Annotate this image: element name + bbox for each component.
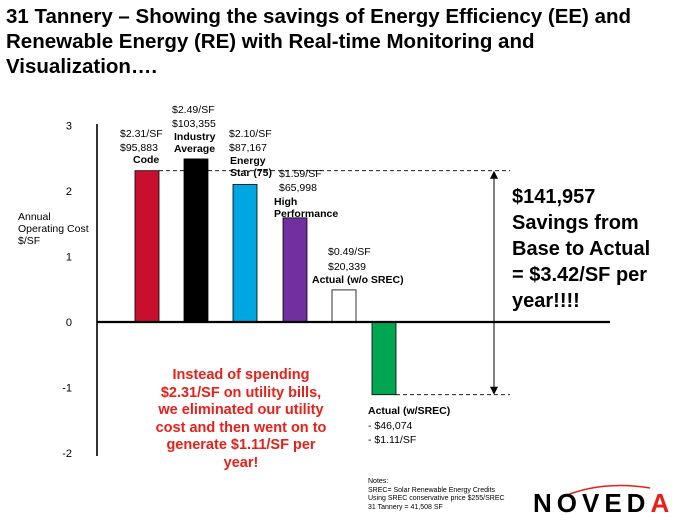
utility-note: Instead of spending $2.31/SF on utility … <box>136 367 346 472</box>
industry-name-line-2: Average <box>174 143 216 155</box>
industry-total-label: $103,355 <box>172 118 216 130</box>
y-tick-label: 0 <box>66 317 72 329</box>
footnote-line-4: 31 Tannery = 41,508 SF <box>368 503 443 511</box>
utility-note-line-5: generate $1.11/SF per <box>166 437 316 453</box>
bar-high-performance <box>282 217 308 323</box>
savings-line-2: Savings from <box>512 212 639 234</box>
y-axis-label: Annual Operating Cost $/SF <box>18 211 89 247</box>
y-axis-label-line-3: $/SF <box>18 235 41 247</box>
title-line-3: Visualization…. <box>6 55 158 78</box>
energy-star-per-sf-label: $2.10/SF <box>229 128 272 140</box>
noveda-logo: NOVEDA <box>533 488 674 518</box>
industry-per-sf-label: $2.49/SF <box>172 104 215 116</box>
industry-name-line-1: Industry <box>174 131 216 143</box>
logo-arc <box>559 484 651 499</box>
savings-line-1: $141,957 <box>512 186 596 208</box>
bar-actual-w-o-srec <box>331 289 357 323</box>
actual-w-srec-total-label: - $46,074 <box>368 420 413 432</box>
savings-callout: $141,957 Savings from Base to Actual = $… <box>512 184 650 314</box>
logo-accent-letter: A <box>650 488 675 518</box>
code-name-label: Code <box>133 154 160 166</box>
energy-star-name-line-2: Star (75) <box>230 167 273 179</box>
y-tick-label: 3 <box>66 121 72 133</box>
savings-arrow-head-top <box>490 170 498 179</box>
utility-note-line-6: year! <box>223 454 259 471</box>
high-perf-name-line-2: Performance <box>274 208 339 220</box>
actual-w-srec-per-sf-label: - $1.11/SF <box>368 434 417 446</box>
footnote-line-2: SREC= Solar Renewable Energy Credits <box>368 486 496 494</box>
energy-star-total-label: $87,167 <box>229 142 267 154</box>
savings-arrow-head-bottom <box>490 386 498 395</box>
y-tick-label: 1 <box>66 252 72 264</box>
savings-line-3: Base to Actual <box>512 238 651 260</box>
utility-note-line-3: we eliminated our utility <box>158 402 324 418</box>
bar-energy-star-75 <box>232 184 258 323</box>
code-total-label: $95,883 <box>120 142 158 154</box>
bar-code <box>134 170 160 323</box>
footnote-line-1: Notes: <box>368 478 389 485</box>
code-per-sf-label: $2.31/SF <box>120 128 163 140</box>
utility-note-line-1: Instead of spending <box>172 367 310 383</box>
y-axis-label-line-1: Annual <box>18 211 51 223</box>
slide-title: 31 Tannery – Showing the savings of Ener… <box>6 4 681 79</box>
y-tick-label: -1 <box>62 383 72 395</box>
utility-note-line-2: $2.31/SF on utility bills, <box>160 384 322 401</box>
actual-wo-srec-total-label: $20,339 <box>328 261 366 273</box>
actual-w-srec-name-label: Actual (w/SREC) <box>368 405 451 417</box>
savings-line-4: = $3.42/SF per <box>512 264 648 286</box>
high-perf-name-line-1: High <box>274 196 298 208</box>
y-axis-label-line-2: Operating Cost <box>18 223 89 235</box>
high-perf-total-label: $65,998 <box>279 182 317 194</box>
y-tick-label: -2 <box>62 448 72 460</box>
savings-line-5: year!!!! <box>512 290 580 312</box>
bar-actual-w-srec <box>371 321 397 396</box>
logo-text: NOVED <box>533 488 651 518</box>
actual-wo-srec-per-sf-label: $0.49/SF <box>328 246 371 258</box>
title-line-2: Renewable Energy (RE) with Real-time Mon… <box>6 30 535 53</box>
bar-industry-average <box>183 158 209 323</box>
high-perf-per-sf-label: $1.59/SF <box>279 168 322 180</box>
footnote-line-3: Using SREC conservative price $255/SREC <box>368 495 505 502</box>
y-tick-label: 2 <box>66 186 72 198</box>
energy-star-name-line-1: Energy <box>230 155 266 167</box>
actual-wo-srec-name-label: Actual (w/o SREC) <box>312 274 404 286</box>
footnotes: Notes: SREC= Solar Renewable Energy Cred… <box>368 478 505 512</box>
utility-note-line-4: cost and then went on to <box>155 419 327 436</box>
title-line-1: 31 Tannery – Showing the savings of Ener… <box>6 5 632 28</box>
